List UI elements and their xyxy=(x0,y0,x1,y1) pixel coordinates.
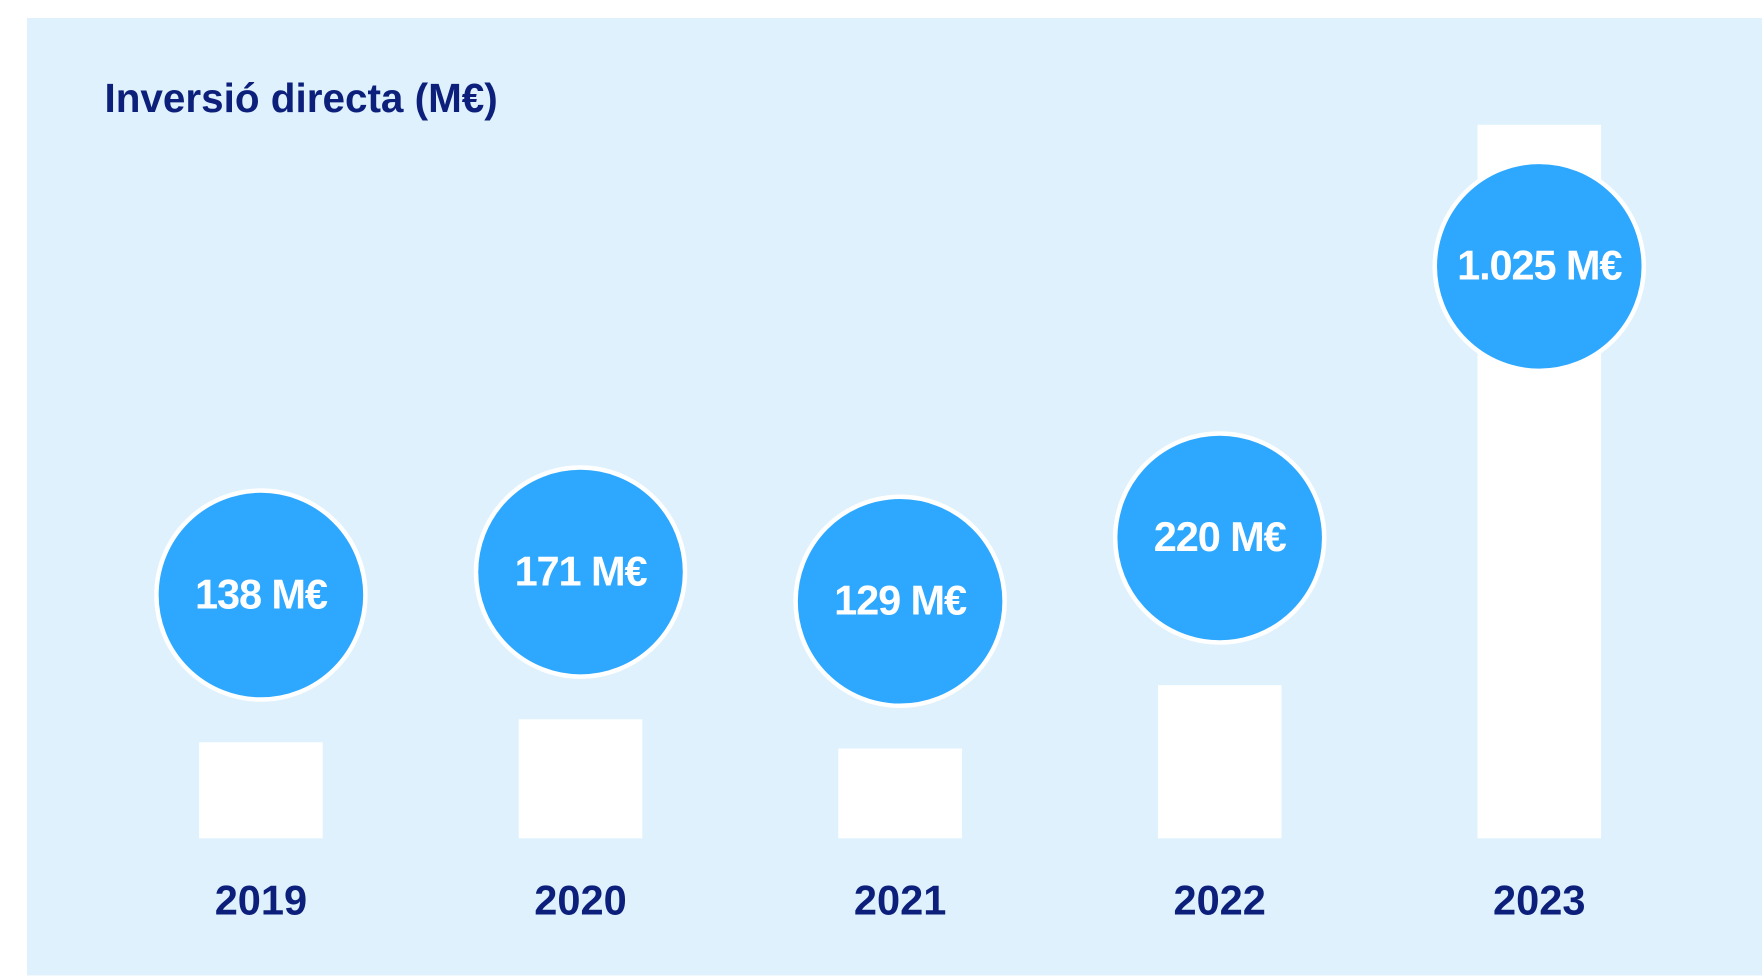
value-bubble xyxy=(1112,431,1327,645)
value-bubble xyxy=(793,494,1007,709)
x-tick-label: 2023 xyxy=(1493,876,1585,923)
value-label: 1.025 M€ xyxy=(1457,242,1622,289)
x-tick-label: 2022 xyxy=(1173,876,1265,923)
bar xyxy=(838,748,962,839)
bar xyxy=(1157,685,1282,839)
x-tick-label: 2019 xyxy=(215,876,307,923)
chart-title: Inversió directa (M€) xyxy=(105,75,498,121)
x-tick-label: 2020 xyxy=(534,876,626,923)
value-bubble xyxy=(1432,159,1647,374)
value-label: 220 M€ xyxy=(1154,513,1287,560)
bar xyxy=(199,742,323,839)
value-bubble xyxy=(473,465,688,679)
x-tick-label: 2021 xyxy=(854,876,946,923)
value-label: 171 M€ xyxy=(515,547,648,594)
value-label: 138 M€ xyxy=(195,570,328,617)
bar xyxy=(518,719,643,839)
value-label: 129 M€ xyxy=(834,577,967,624)
value-bubble xyxy=(154,488,368,702)
